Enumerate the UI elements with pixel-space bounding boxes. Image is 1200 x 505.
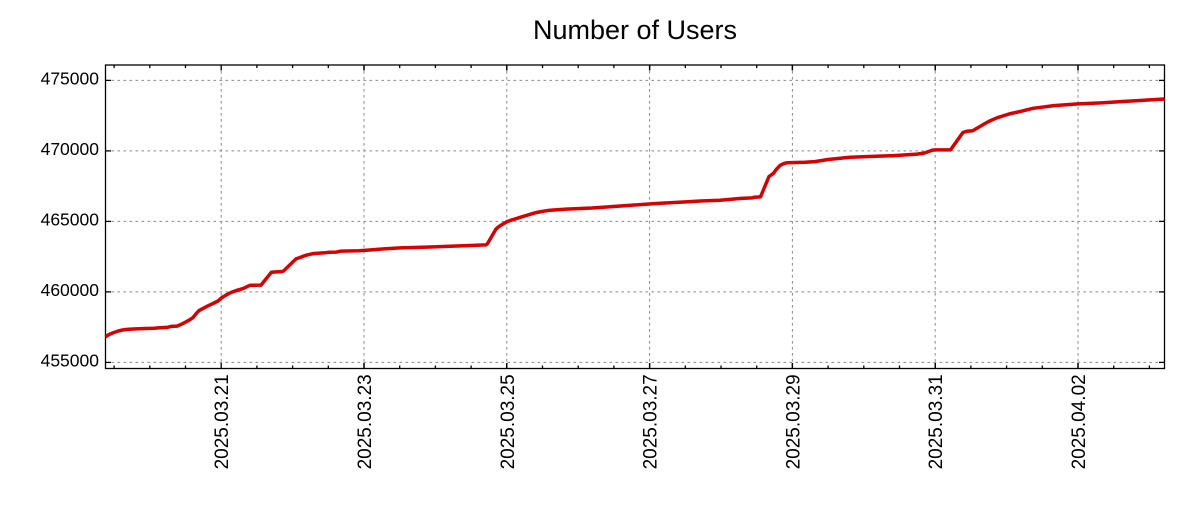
svg-text:2025.04.02: 2025.04.02	[1069, 374, 1090, 469]
svg-text:460000: 460000	[41, 280, 100, 300]
svg-text:2025.03.21: 2025.03.21	[212, 374, 233, 469]
svg-text:2025.03.25: 2025.03.25	[498, 374, 519, 469]
svg-text:465000: 465000	[41, 210, 100, 230]
svg-text:475000: 475000	[41, 69, 100, 89]
svg-text:2025.03.29: 2025.03.29	[783, 374, 804, 469]
svg-text:Number of Users: Number of Users	[533, 15, 737, 45]
svg-text:455000: 455000	[41, 351, 100, 371]
svg-text:2025.03.23: 2025.03.23	[355, 374, 376, 469]
svg-text:2025.03.27: 2025.03.27	[641, 374, 662, 469]
svg-text:2025.03.31: 2025.03.31	[926, 374, 947, 469]
svg-text:470000: 470000	[41, 139, 100, 159]
